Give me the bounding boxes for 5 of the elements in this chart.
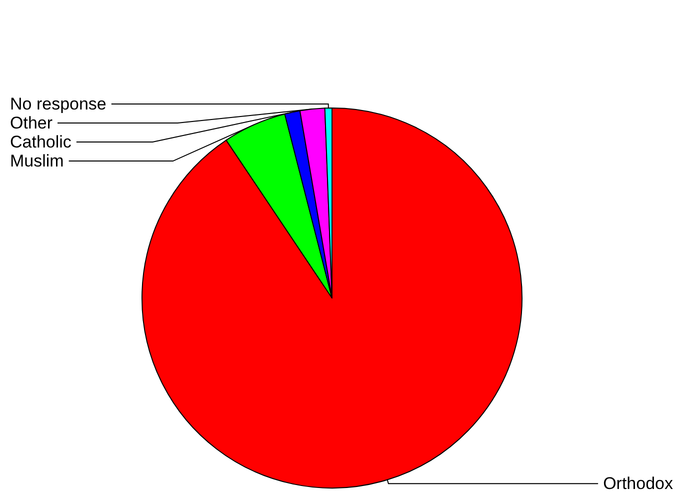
slice-label: Orthodox — [603, 474, 674, 494]
slice-label: Muslim — [10, 152, 64, 171]
slice-label: Catholic — [10, 132, 72, 152]
slice-label: No response — [10, 94, 106, 114]
slice-label: Other — [10, 114, 53, 133]
